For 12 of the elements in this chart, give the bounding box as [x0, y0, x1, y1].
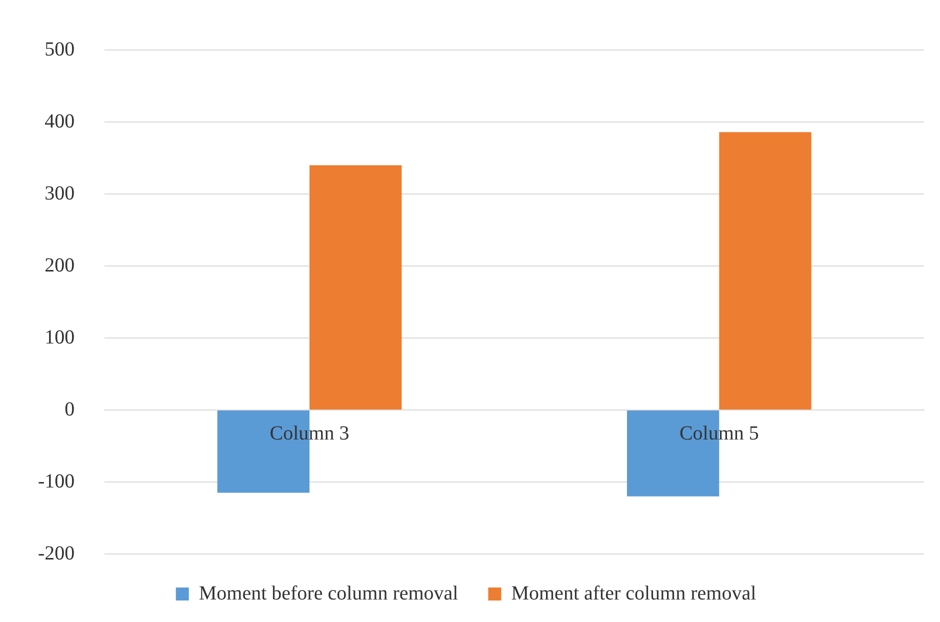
- legend-label: Moment before column removal: [198, 582, 459, 604]
- y-tick-label: -100: [38, 470, 75, 492]
- y-tick-label: 100: [44, 326, 75, 348]
- bar: [309, 165, 402, 410]
- y-tick-label: 500: [44, 38, 75, 60]
- y-tick-label: 400: [44, 110, 75, 132]
- y-tick-label: 300: [44, 182, 75, 204]
- legend-label: Moment after column removal: [511, 582, 757, 604]
- y-tick-label: 0: [64, 398, 75, 420]
- bar: [719, 132, 812, 410]
- y-tick-label: 200: [44, 254, 75, 276]
- y-tick-label: -200: [38, 542, 75, 564]
